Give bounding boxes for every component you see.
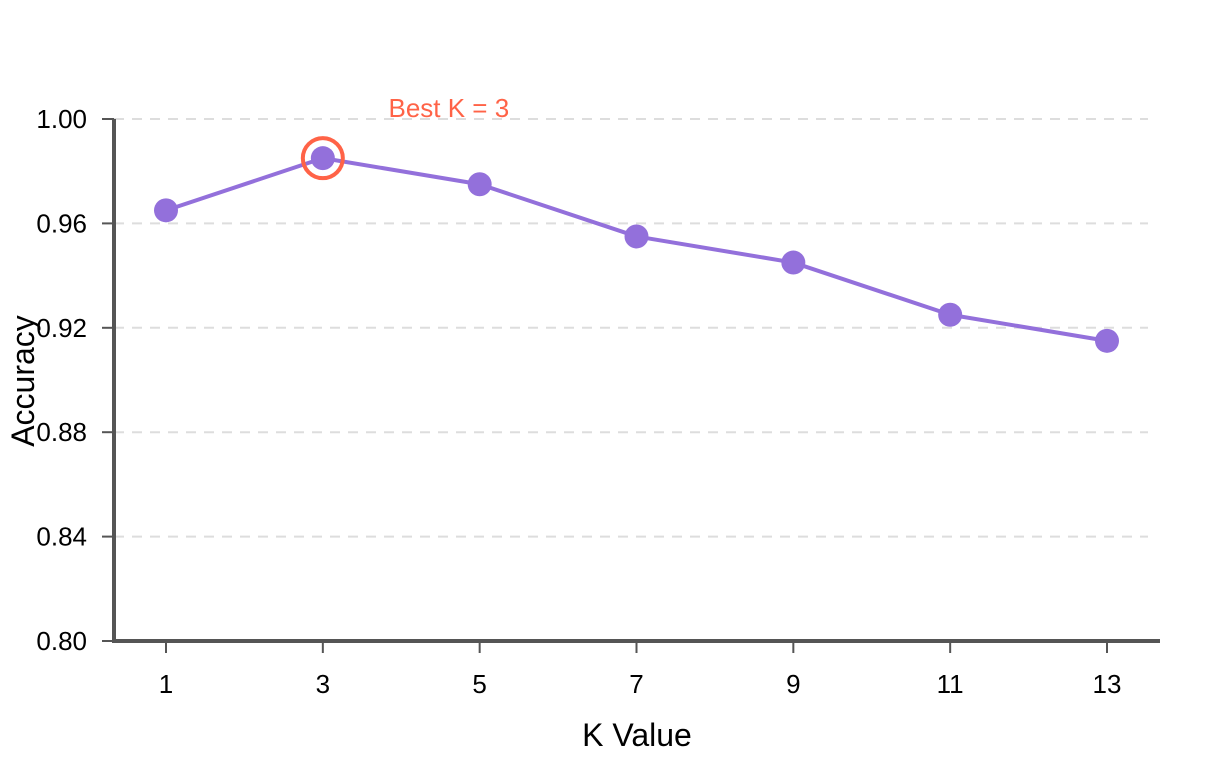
series-line xyxy=(164,156,1109,343)
y-tick-label: 0.84 xyxy=(36,522,87,552)
tick-labels: 1.000.960.920.880.840.801 3 5 7 9 11 13 xyxy=(36,104,1121,699)
data-point-k-9 xyxy=(781,250,806,275)
data-point-k-11 xyxy=(938,302,963,327)
data-point-k-5 xyxy=(467,172,492,197)
series-line-0 xyxy=(164,156,1109,343)
grid-lines xyxy=(114,118,1148,642)
x-tick-label: 3 xyxy=(316,669,330,699)
data-point-k-3 xyxy=(310,146,335,171)
y-tick-label: 0.80 xyxy=(36,626,87,656)
annotation: Best K = 3 xyxy=(300,93,509,181)
y-tick-label: 0.92 xyxy=(36,313,87,343)
y-axis-title: Accuracy xyxy=(5,315,41,447)
y-tick-label: 1.00 xyxy=(36,104,87,134)
axes xyxy=(102,118,1160,653)
x-axis-title: K Value xyxy=(582,717,692,753)
x-tick-label: 7 xyxy=(629,669,643,699)
best-k-highlight-ring xyxy=(300,136,345,181)
x-tick-label: 1 xyxy=(159,669,173,699)
y-tick-label: 0.88 xyxy=(36,417,87,447)
data-points xyxy=(154,146,1119,353)
y-tick-label: 0.96 xyxy=(36,208,87,238)
data-point-k-13 xyxy=(1095,328,1119,353)
best-k-label: Best K = 3 xyxy=(388,93,509,123)
x-tick-label: 9 xyxy=(786,669,800,699)
x-tick-label: 11 xyxy=(937,669,964,699)
data-point-k-7 xyxy=(624,224,649,249)
x-tick-label: 5 xyxy=(472,669,486,699)
data-point-k-1 xyxy=(154,198,178,223)
x-tick-label: 13 xyxy=(1093,669,1122,699)
